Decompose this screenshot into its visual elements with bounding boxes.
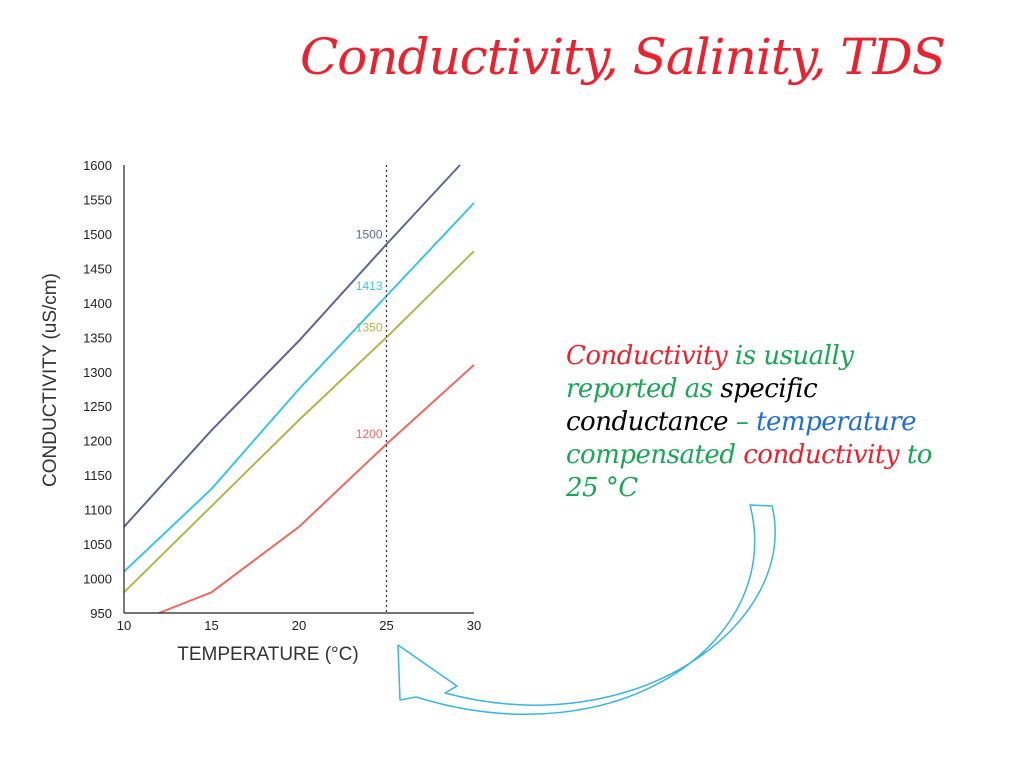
y-tick-label: 1250: [83, 399, 112, 414]
note-segment: reported as: [566, 374, 721, 404]
series-label-1413: 1413: [356, 279, 383, 293]
note-segment: conductivity: [743, 440, 900, 470]
note-segment: conductance: [566, 407, 729, 437]
y-tick-label: 1600: [83, 158, 112, 173]
y-tick-label: 1500: [83, 227, 112, 242]
series-label-1200: 1200: [356, 427, 383, 441]
series-line-1500: [123, 164, 461, 528]
y-tick-label: 1400: [83, 296, 112, 311]
y-tick-label: 1100: [84, 503, 112, 518]
note-segment: –: [728, 407, 757, 437]
series-line-1413: [123, 202, 475, 573]
note-segment: to: [899, 440, 933, 470]
note-segment: compensated: [566, 440, 744, 470]
x-tick-label: 25: [379, 618, 393, 633]
y-tick-label: 1150: [84, 468, 112, 483]
y-tick-label: 1350: [83, 330, 112, 345]
note-segment: temperature: [756, 407, 917, 437]
x-tick-label: 10: [117, 618, 131, 633]
series-label-1350: 1350: [356, 320, 383, 334]
y-tick-label: 950: [90, 606, 112, 621]
y-tick-label: 1000: [83, 572, 112, 587]
note-segment: Conductivity: [566, 341, 728, 371]
note-segment: is usually: [727, 341, 854, 371]
series-line-1200: [158, 364, 475, 614]
series-line-1350: [123, 250, 475, 594]
note-segment: specific: [720, 374, 818, 404]
x-axis-title: TEMPERATURE (°C): [177, 644, 358, 665]
note-text: Conductivity is usually reported as speci…: [566, 340, 996, 505]
y-tick-label: 1450: [83, 261, 112, 276]
y-tick-label: 1200: [83, 434, 112, 449]
x-tick-label: 15: [204, 618, 218, 633]
note-segment: 25 °C: [566, 473, 638, 503]
x-tick-label: 30: [467, 618, 481, 633]
y-axis-title: CONDUCTIVITY (uS/cm): [40, 273, 61, 487]
x-tick-label: 20: [292, 618, 306, 633]
y-tick-label: 1300: [83, 365, 112, 380]
y-tick-label: 1050: [83, 537, 112, 552]
slide-title: Conductivity, Salinity, TDS: [300, 28, 946, 86]
series-label-1500: 1500: [356, 227, 383, 241]
y-tick-label: 1550: [83, 192, 112, 207]
